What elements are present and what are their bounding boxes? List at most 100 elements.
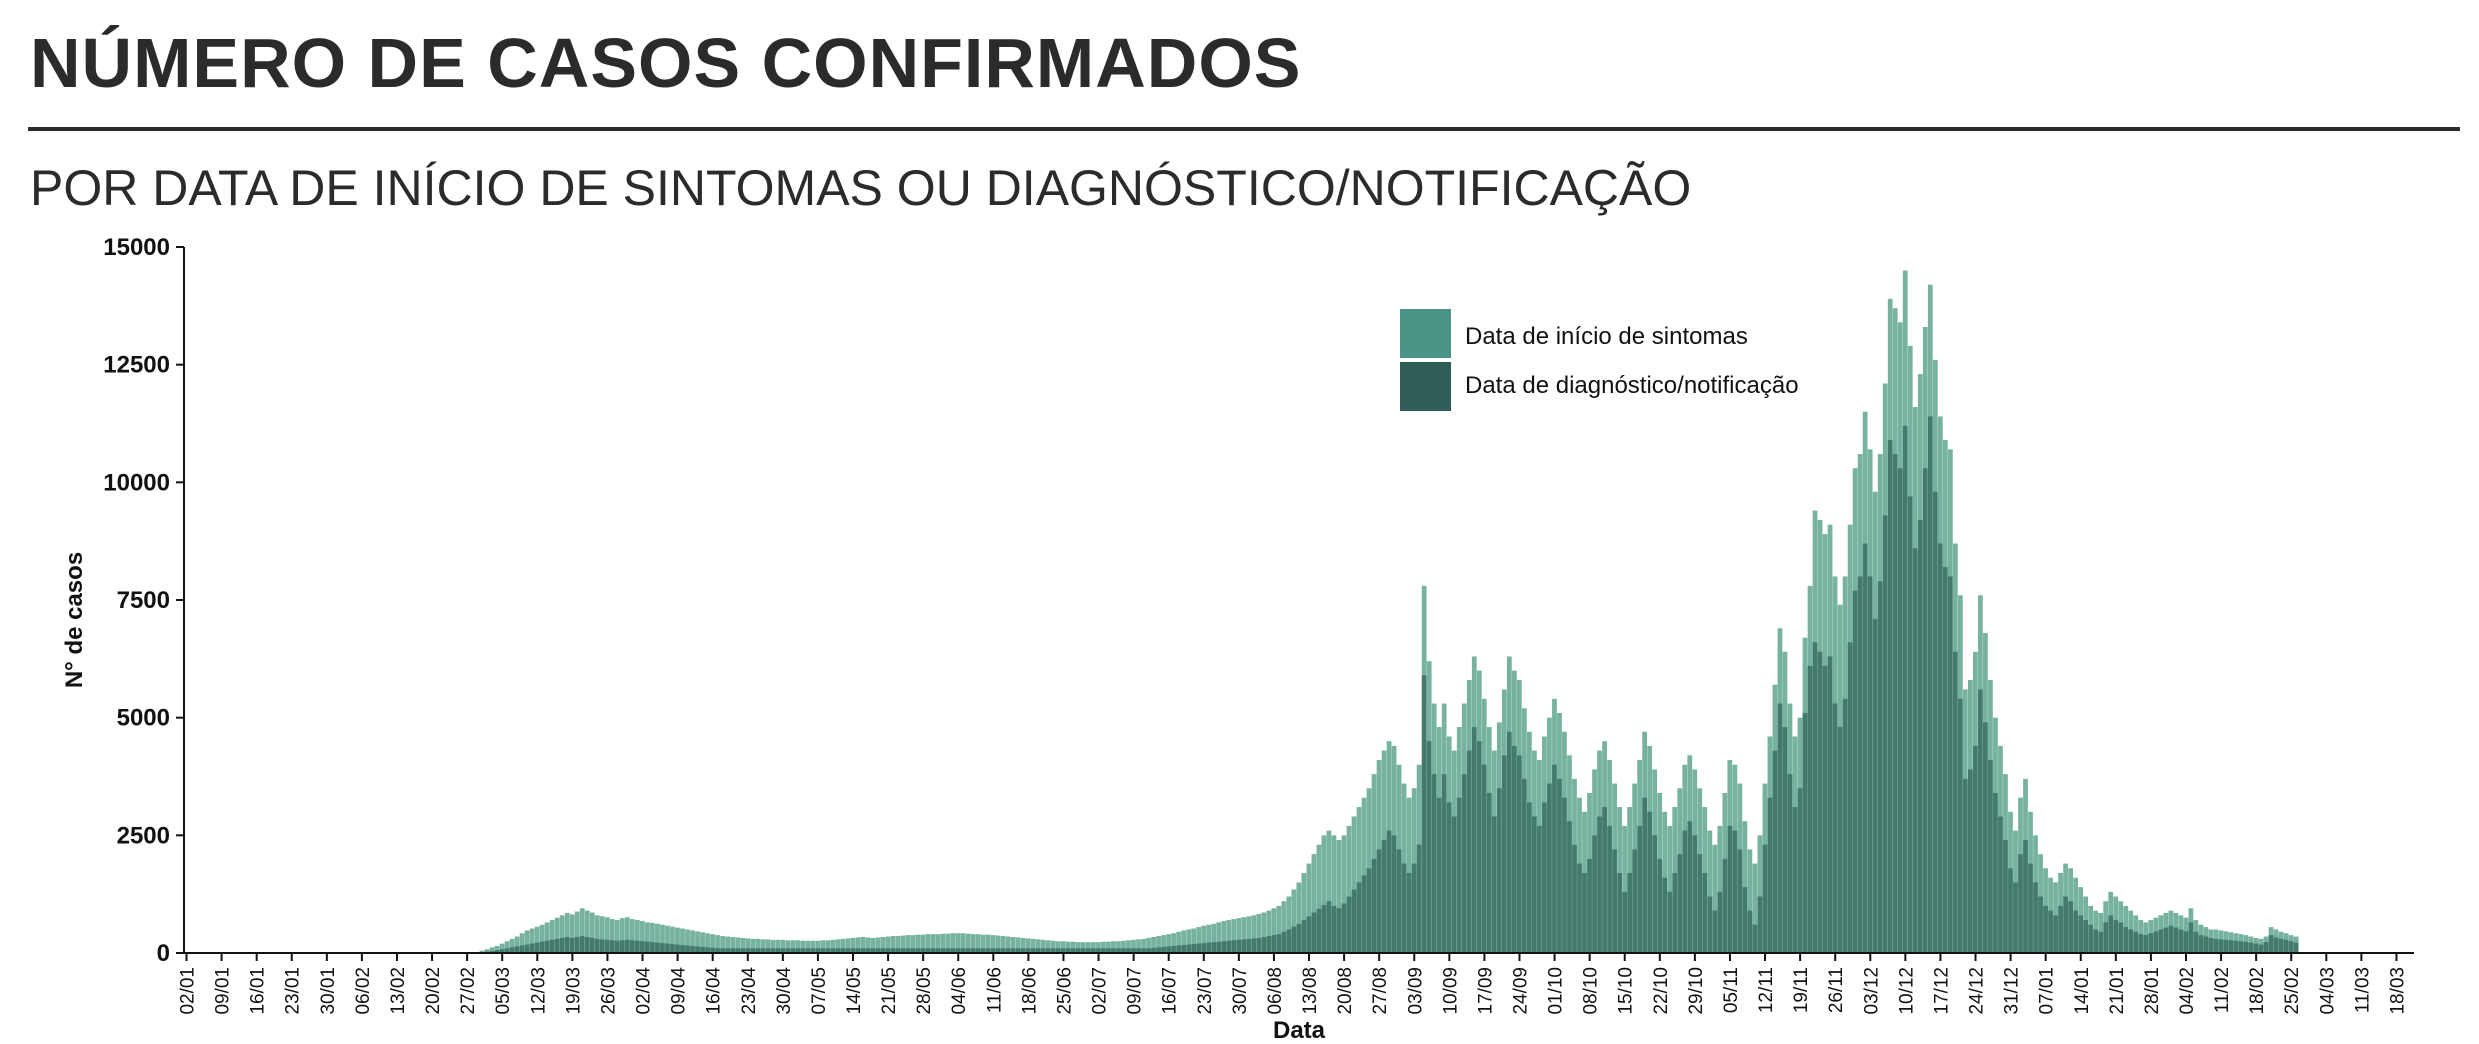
- bar-diagnostico: [2213, 938, 2219, 953]
- bar-diagnostico: [1947, 576, 1953, 953]
- bar-diagnostico: [875, 948, 881, 953]
- bar-diagnostico: [529, 943, 535, 953]
- bar-sintomas: [1271, 908, 1277, 953]
- bar-sintomas: [1306, 863, 1312, 953]
- bar-diagnostico: [1592, 835, 1597, 953]
- bar-diagnostico: [990, 948, 996, 953]
- bar-diagnostico: [1697, 854, 1703, 953]
- x-tick-label: 27/08: [1370, 967, 1391, 1015]
- bar-sintomas: [925, 934, 931, 953]
- bar-sintomas: [855, 937, 861, 953]
- bar-sintomas: [1015, 937, 1021, 953]
- x-tick-label: 29/10: [1686, 967, 1707, 1015]
- bar-diagnostico: [970, 948, 976, 953]
- legend: Data de início de sintomas Data de diagn…: [1400, 309, 1799, 411]
- bar-diagnostico: [1712, 910, 1718, 953]
- bar-sintomas: [539, 924, 545, 953]
- bar-sintomas: [780, 939, 786, 953]
- x-tick-label: 04/03: [2317, 967, 2338, 1015]
- bar-diagnostico: [1281, 931, 1287, 953]
- bar-diagnostico: [1261, 937, 1267, 953]
- x-tick-label: 24/09: [1510, 967, 1531, 1015]
- bar-diagnostico: [695, 946, 700, 953]
- bar-sintomas: [1717, 825, 1723, 953]
- bar-diagnostico: [1376, 849, 1382, 953]
- bar-diagnostico: [820, 948, 826, 953]
- bar-diagnostico: [2113, 920, 2119, 953]
- bar-diagnostico: [1882, 515, 1888, 953]
- bar-diagnostico: [1000, 948, 1006, 953]
- bar-sintomas: [685, 929, 690, 953]
- bar-diagnostico: [1431, 774, 1437, 953]
- bar-sintomas: [890, 936, 896, 953]
- x-tick-label: 03/12: [1861, 967, 1882, 1015]
- x-tick-label: 02/07: [1090, 967, 1111, 1015]
- bar-sintomas: [950, 933, 956, 953]
- x-axis: 02/01 09/01 16/01 23/01 30/01 06/02 13/02 20/02…: [178, 952, 2414, 1015]
- bar-diagnostico: [2023, 840, 2028, 953]
- bar-diagnostico: [1652, 835, 1658, 953]
- bar-sintomas: [504, 941, 510, 953]
- bar-sintomas: [509, 938, 515, 953]
- bar-diagnostico: [965, 948, 971, 953]
- bar-diagnostico: [885, 948, 891, 953]
- bar-sintomas: [1226, 920, 1232, 953]
- bar-sintomas: [1000, 936, 1006, 953]
- bar-diagnostico: [775, 948, 781, 953]
- bar-diagnostico: [1847, 642, 1853, 953]
- bar-diagnostico: [1622, 891, 1627, 953]
- bar-diagnostico: [1887, 439, 1893, 954]
- x-tick-label: 16/01: [248, 967, 269, 1015]
- bar-diagnostico: [1136, 948, 1141, 953]
- x-tick-label: 07/05: [809, 967, 830, 1015]
- bar-diagnostico: [1978, 689, 1983, 953]
- bar-sintomas: [1241, 917, 1247, 953]
- bar-diagnostico: [1366, 868, 1372, 953]
- bar-diagnostico: [2098, 931, 2104, 953]
- bar-diagnostico: [614, 940, 620, 953]
- bar-sintomas: [1045, 940, 1051, 953]
- bar-diagnostico: [785, 948, 791, 953]
- bar-diagnostico: [950, 948, 956, 953]
- bar-diagnostico: [1151, 947, 1156, 953]
- bar-diagnostico: [720, 948, 725, 953]
- bar-sintomas: [569, 914, 575, 953]
- bar-diagnostico: [2163, 927, 2169, 953]
- bar-diagnostico: [2003, 840, 2008, 953]
- bar-diagnostico: [1426, 741, 1432, 953]
- bar-sintomas: [1151, 937, 1156, 953]
- bar-sintomas: [544, 922, 550, 953]
- bar-diagnostico: [1527, 802, 1532, 953]
- bar-diagnostico: [1326, 901, 1332, 953]
- x-tick-label: 23/04: [739, 967, 760, 1015]
- bar-sintomas: [574, 911, 580, 953]
- bar-sintomas: [730, 937, 735, 953]
- bar-diagnostico: [1837, 727, 1843, 953]
- bar-sintomas: [745, 938, 751, 953]
- bar-diagnostico: [1035, 948, 1041, 953]
- bar-diagnostico: [750, 948, 756, 953]
- bar-diagnostico: [645, 941, 650, 953]
- bar-sintomas: [1301, 872, 1307, 953]
- bar-sintomas: [1742, 821, 1748, 953]
- bar-sintomas: [589, 912, 595, 953]
- bar-diagnostico: [1121, 948, 1126, 953]
- legend-swatch-diagnostico: [1400, 362, 1451, 411]
- bar-sintomas: [660, 924, 665, 953]
- bar-diagnostico: [1983, 722, 1988, 953]
- bar-diagnostico: [1371, 858, 1377, 953]
- bar-diagnostico: [1867, 576, 1873, 953]
- bar-diagnostico: [1767, 797, 1773, 953]
- bar-diagnostico: [1572, 844, 1577, 953]
- bar-diagnostico: [2008, 868, 2013, 953]
- bar-diagnostico: [1922, 468, 1928, 953]
- bar-diagnostico: [1266, 936, 1272, 953]
- bar-diagnostico: [665, 943, 670, 953]
- bar-diagnostico: [1381, 840, 1387, 953]
- bar-diagnostico: [1917, 519, 1923, 953]
- bar-diagnostico: [504, 948, 510, 953]
- bar-diagnostico: [915, 948, 921, 953]
- bar-diagnostico: [569, 937, 575, 953]
- bar-diagnostico: [1336, 908, 1342, 953]
- bar-diagnostico: [1351, 889, 1357, 953]
